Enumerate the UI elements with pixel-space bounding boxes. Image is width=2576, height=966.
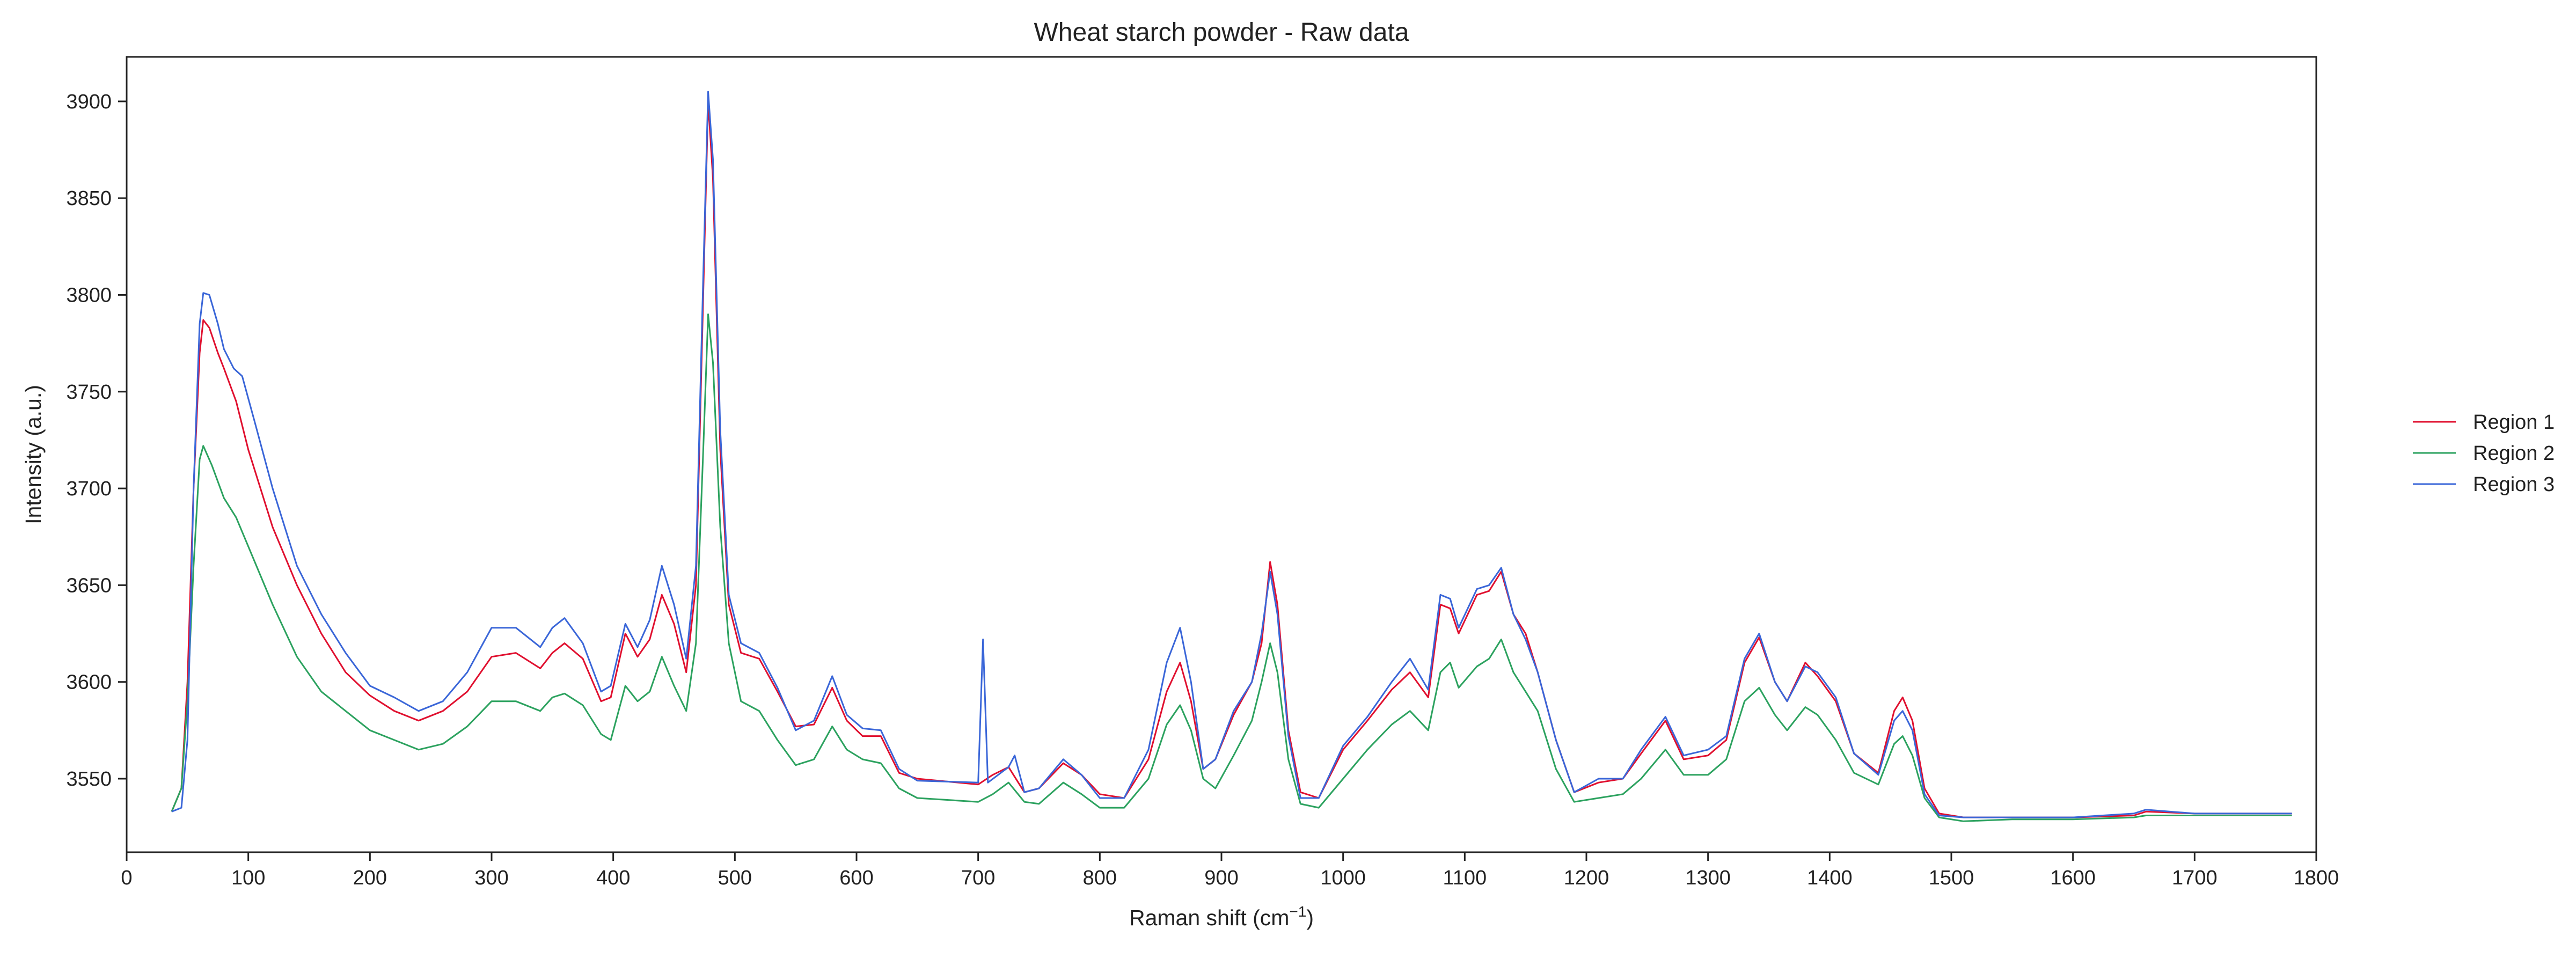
legend-label-2: Region 2	[2473, 442, 2555, 465]
y-tick-label: 3700	[66, 478, 112, 500]
x-tick-label: 700	[961, 867, 995, 889]
x-tick-label: 300	[474, 867, 508, 889]
series-line-2	[171, 313, 2292, 822]
y-tick-label: 3550	[66, 768, 112, 791]
x-tick-label: 1500	[1929, 867, 1974, 889]
x-tick-label: 0	[121, 867, 132, 889]
chart-title: Wheat starch powder - Raw data	[1034, 18, 1409, 47]
x-tick-label: 1700	[2172, 867, 2218, 889]
legend-label-3: Region 3	[2473, 473, 2555, 496]
y-tick-label: 3900	[66, 91, 112, 113]
y-tick-label: 3800	[66, 284, 112, 307]
series-layer	[171, 91, 2292, 822]
series-line-3	[171, 91, 2292, 818]
legend-label-1: Region 1	[2473, 411, 2555, 434]
x-tick-label: 500	[718, 867, 752, 889]
y-axis-title: Intensity (a.u.)	[21, 385, 46, 524]
x-tick-label: 1400	[1807, 867, 1853, 889]
x-tick-label: 900	[1204, 867, 1238, 889]
x-tick-label: 200	[353, 867, 387, 889]
legend: Region 1 Region 2 Region 3	[2413, 411, 2555, 496]
x-tick-label: 1000	[1320, 867, 1366, 889]
x-axis: 0 100 200 300 400 500 600 700 800 900 1000 1100 1200…	[121, 852, 2339, 889]
x-axis-title-superscript: −1	[1289, 903, 1306, 920]
x-tick-label: 1200	[1564, 867, 1609, 889]
x-axis-title-close: )	[1306, 905, 1314, 930]
x-tick-label: 1100	[1443, 867, 1487, 889]
y-tick-label: 3850	[66, 187, 112, 210]
x-tick-label: 1300	[1685, 867, 1731, 889]
y-tick-label: 3650	[66, 574, 112, 597]
x-tick-label: 1600	[2050, 867, 2096, 889]
x-axis-title-main: Raman shift (cm	[1129, 905, 1289, 930]
y-axis: 3550 3600 3650 3700 3750 3800 3850 3900	[66, 91, 127, 791]
y-tick-label: 3600	[66, 671, 112, 694]
x-tick-label: 100	[231, 867, 265, 889]
y-tick-label: 3750	[66, 381, 112, 404]
x-axis-title: Raman shift (cm−1)	[1129, 903, 1314, 930]
x-tick-label: 400	[596, 867, 630, 889]
x-tick-label: 600	[839, 867, 873, 889]
x-tick-label: 1800	[2294, 867, 2339, 889]
x-tick-label: 800	[1083, 867, 1117, 889]
